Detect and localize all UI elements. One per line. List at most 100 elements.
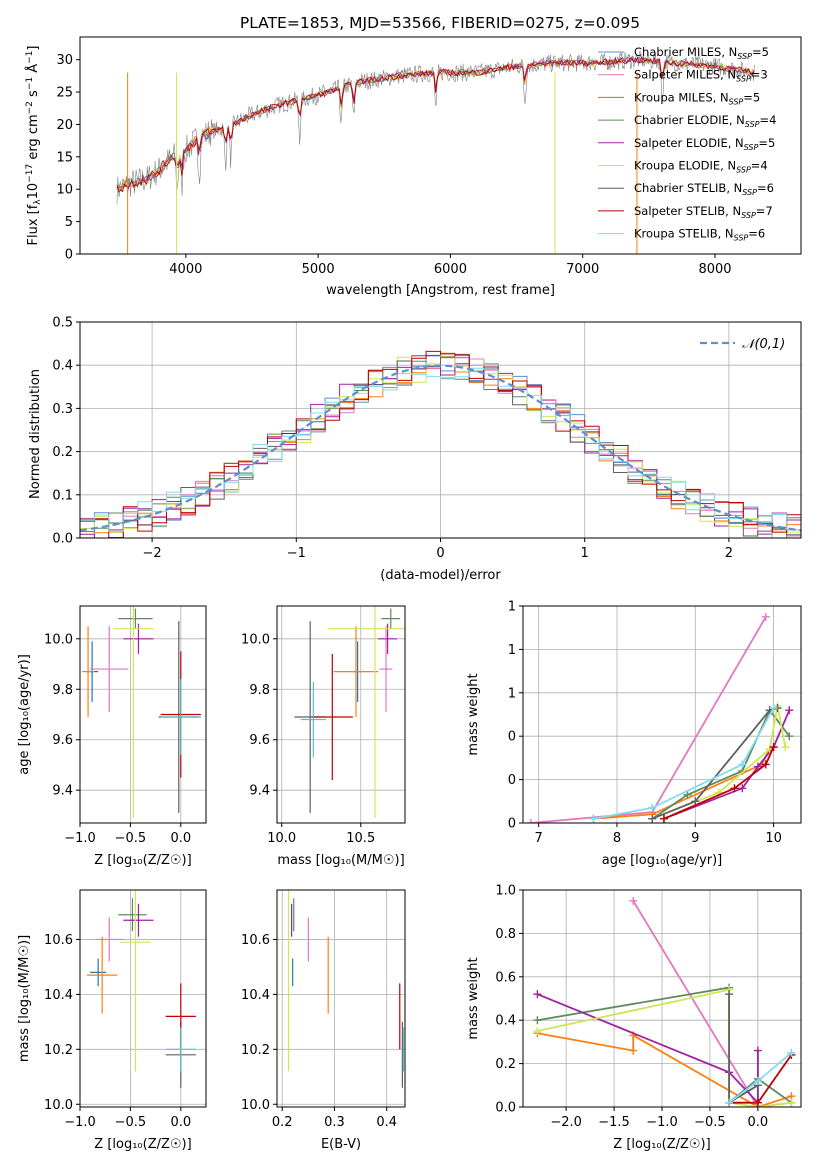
- panel-mass-vs-e-b-v-: 0.2 0.3 0.4 10.0 10.2 10.4 10.6 E(B-V): [241, 889, 406, 1152]
- x-tick-label: −0.5: [694, 1115, 726, 1130]
- y-axis-label: mass weight: [466, 957, 481, 1039]
- x-tick-label: 10.5: [346, 831, 375, 846]
- axes-frame: [79, 321, 802, 539]
- series-marker: [753, 762, 762, 771]
- y-tick-label: 0.0: [495, 1101, 516, 1116]
- y-tick-label: 0.2: [495, 1057, 516, 1072]
- x-tick-label: 2: [725, 546, 733, 561]
- series-marker: [753, 1098, 762, 1107]
- y-tick-label: 0.8: [495, 927, 516, 942]
- y-tick-label: 10.0: [44, 632, 73, 647]
- x-tick-label: 10.0: [267, 831, 296, 846]
- series-marker: [787, 1048, 796, 1057]
- x-axis-label: Z [log₁₀(Z/Z☉)]: [613, 1137, 710, 1152]
- x-tick-label: −1.5: [598, 1115, 630, 1130]
- series-marker: [785, 732, 794, 741]
- y-tick-label: 10.4: [241, 988, 270, 1003]
- series-marker: [648, 803, 657, 812]
- series-marker: [725, 990, 734, 999]
- series-marker: [629, 1046, 638, 1055]
- series-marker: [526, 819, 535, 823]
- y-tick-label: 1: [508, 600, 516, 615]
- x-axis-label: wavelength [Angstrom, rest frame]: [326, 283, 555, 298]
- x-tick-label: −1: [287, 546, 306, 561]
- series-line-7: [593, 707, 775, 820]
- y-tick-label: 10.2: [44, 1043, 73, 1058]
- axes-frame: [79, 889, 207, 1108]
- spectrum-lines: [116, 50, 755, 254]
- y-tick-label: 0.3: [52, 402, 73, 417]
- series-marker: [787, 1098, 796, 1107]
- series-marker: [533, 990, 542, 999]
- axes-frame: [79, 605, 207, 824]
- series-marker: [629, 896, 638, 905]
- x-tick-label: −1.0: [646, 1115, 678, 1130]
- normal-curve: [80, 364, 801, 532]
- y-tick-label: 10.0: [241, 1098, 270, 1113]
- x-axis-label: (data-model)/error: [380, 568, 501, 583]
- series-line-1: [537, 1032, 792, 1107]
- y-tick-label: 10.6: [44, 933, 73, 948]
- x-tick-label: 1: [581, 546, 589, 561]
- x-tick-label: 0.2: [272, 1115, 293, 1130]
- series-marker: [761, 760, 770, 769]
- legend-entry: Salpeter MILES, NSSP=3: [634, 68, 768, 84]
- axes-frame: [79, 36, 802, 255]
- x-tick-label: 0: [436, 546, 444, 561]
- series-marker: [769, 743, 778, 752]
- x-tick-label: 8000: [698, 262, 731, 277]
- y-tick-label: 9.4: [52, 784, 73, 799]
- legend-entry: Kroupa ELODIE, NSSP=4: [634, 159, 768, 175]
- x-tick-label: 0.0: [170, 1115, 191, 1130]
- y-tick-label: 1: [508, 643, 516, 658]
- legend-entry: Chabrier ELODIE, NSSP=4: [634, 113, 776, 129]
- x-tick-label: −2: [143, 546, 162, 561]
- series-line-1: [593, 748, 771, 820]
- spectrum-0: [116, 50, 755, 204]
- y-tick-label: 0: [508, 817, 516, 832]
- series-line-3: [537, 993, 759, 1105]
- x-tick-label: −1.0: [64, 1115, 96, 1130]
- series-line-4: [537, 988, 792, 1107]
- axes-frame: [276, 889, 406, 1108]
- x-tick-label: 5000: [302, 262, 335, 277]
- spectrum-legend: Chabrier MILES, NSSP=5 Salpeter MILES, NS…: [598, 45, 776, 243]
- y-tick-label: 30: [56, 53, 73, 68]
- y-tick-label: 9.8: [249, 683, 270, 698]
- y-axis-label: Normed distribution: [28, 369, 43, 499]
- legend-entry: Kroupa STELIB, NSSP=6: [634, 227, 765, 243]
- panel-spectrum: 4000 5000 6000 7000 8000 0 5 10 15 20 25 30 waveleng…: [25, 36, 802, 298]
- y-tick-label: 10.0: [241, 632, 270, 647]
- x-tick-label: 8: [613, 831, 621, 846]
- legend-entry: Chabrier STELIB, NSSP=6: [634, 181, 774, 197]
- axes-frame: [522, 605, 802, 824]
- x-tick-label: −0.5: [115, 1115, 147, 1130]
- panel-mass-weight-vs-age: 7 8 9 10 0 0 0 1 1 1 age [log₁₀(age/yr)] mass weigh…: [466, 600, 802, 868]
- y-axis-label: age [log₁₀(age/yr)]: [17, 654, 32, 775]
- error-bars: [82, 606, 201, 818]
- x-tick-label: 0.3: [324, 1115, 345, 1130]
- series-marker: [725, 1098, 734, 1107]
- y-tick-label: 1: [508, 686, 516, 701]
- x-tick-label: 6000: [434, 262, 467, 277]
- y-tick-label: 0: [508, 773, 516, 788]
- series-marker: [785, 706, 794, 715]
- x-tick-label: −1.0: [64, 831, 96, 846]
- y-tick-label: 10.4: [44, 988, 73, 1003]
- y-tick-label: 25: [56, 86, 73, 101]
- panel-age-vs-mass: 10.0 10.5 9.4 9.6 9.8 10.0 mass [log₁₀(M/M☉)]: [241, 605, 406, 868]
- series-lines: [526, 612, 794, 823]
- x-tick-label: 0.4: [376, 1115, 397, 1130]
- panel-residual-histogram: −2 −1 0 1 2 0.0 0.1 0.2 0.3 0.4 0.5 𝒩(0,1) (data-mod…: [28, 316, 802, 583]
- legend-entry: 𝒩(0,1): [742, 337, 785, 352]
- y-tick-label: 0.4: [495, 1014, 516, 1029]
- x-tick-label: −2.0: [550, 1115, 582, 1130]
- series-marker: [781, 743, 790, 752]
- y-tick-label: 0.2: [52, 445, 73, 460]
- series-line-6: [663, 746, 775, 820]
- error-bars: [87, 890, 196, 1088]
- axes-frame: [276, 605, 406, 824]
- legend-entry: Salpeter ELODIE, NSSP=5: [634, 136, 775, 152]
- y-tick-label: 10: [56, 183, 73, 198]
- y-tick-label: 9.6: [52, 733, 73, 748]
